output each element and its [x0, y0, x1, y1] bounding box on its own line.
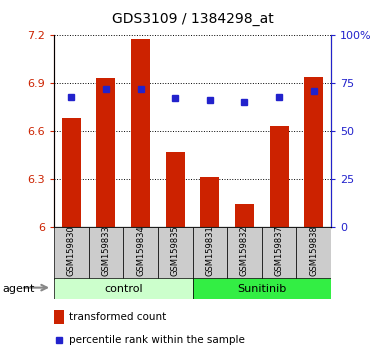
Bar	[62, 118, 81, 227]
Bar	[227, 227, 262, 280]
Text: GSM159832: GSM159832	[240, 225, 249, 276]
Text: GDS3109 / 1384298_at: GDS3109 / 1384298_at	[112, 12, 273, 27]
Text: GSM159833: GSM159833	[101, 225, 110, 276]
Bar	[304, 77, 323, 227]
Bar	[54, 278, 192, 299]
Bar	[270, 126, 289, 227]
Text: agent: agent	[2, 284, 34, 293]
Bar	[54, 227, 89, 280]
Text: GSM159837: GSM159837	[275, 225, 284, 276]
Text: Sunitinib: Sunitinib	[237, 284, 286, 293]
Bar	[96, 79, 116, 227]
Text: GSM159831: GSM159831	[205, 225, 214, 276]
Text: control: control	[104, 284, 142, 293]
Text: GSM159830: GSM159830	[67, 225, 76, 276]
Bar	[192, 278, 331, 299]
Bar	[166, 152, 185, 227]
Bar	[89, 227, 123, 280]
Bar	[262, 227, 296, 280]
Bar	[131, 39, 150, 227]
Text: GSM159838: GSM159838	[309, 225, 318, 276]
Text: GSM159835: GSM159835	[171, 225, 180, 276]
Text: GSM159834: GSM159834	[136, 225, 145, 276]
Text: percentile rank within the sample: percentile rank within the sample	[69, 335, 245, 346]
Bar	[200, 177, 219, 227]
Bar	[235, 204, 254, 227]
Bar	[123, 227, 158, 280]
Text: transformed count: transformed count	[69, 312, 166, 322]
Bar	[54, 310, 64, 324]
Bar	[192, 227, 227, 280]
Bar	[158, 227, 192, 280]
Bar	[296, 227, 331, 280]
